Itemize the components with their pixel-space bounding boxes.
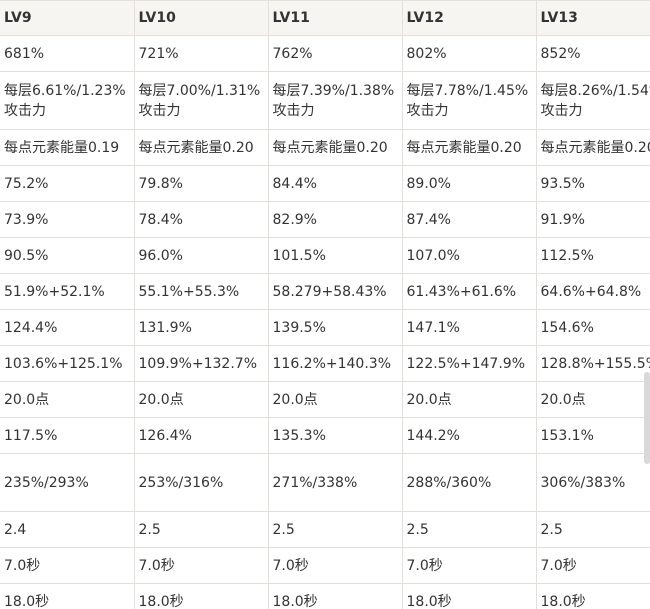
table-cell: 139.5% xyxy=(267,309,403,346)
table-cell: 18.0秒 xyxy=(0,583,135,609)
table-row: 124.4% 131.9% 139.5% 147.1% 154.6% xyxy=(0,309,650,346)
table-cell: 每层7.00%/1.31%攻击力 xyxy=(133,71,269,130)
table-cell: 2.5 xyxy=(267,511,403,548)
table-row: 103.6%+125.1% 109.9%+132.7% 116.2%+140.3% 1… xyxy=(0,345,650,382)
table-cell: 721% xyxy=(133,35,269,72)
table-row: 18.0秒 18.0秒 18.0秒 18.0秒 18.0秒 xyxy=(0,583,650,609)
header-lv10: LV10 xyxy=(133,0,269,36)
table-row: 681% 721% 762% 802% 852% xyxy=(0,35,650,72)
table-cell: 762% xyxy=(267,35,403,72)
table-cell: 271%/338% xyxy=(267,453,403,512)
table-cell: 18.0秒 xyxy=(401,583,537,609)
table-cell: 107.0% xyxy=(401,237,537,274)
header-lv12: LV12 xyxy=(401,0,537,36)
table-cell: 18.0秒 xyxy=(535,583,650,609)
scrollbar-thumb[interactable] xyxy=(644,372,650,464)
table-cell: 每层7.78%/1.45%攻击力 xyxy=(401,71,537,130)
table-cell: 116.2%+140.3% xyxy=(267,345,403,382)
table-cell: 153.1% xyxy=(535,417,650,454)
table-cell: 每层7.39%/1.38%攻击力 xyxy=(267,71,403,130)
table-cell: 7.0秒 xyxy=(401,547,537,584)
table-cell: 681% xyxy=(0,35,135,72)
header-row: LV9 LV10 LV11 LV12 LV13 xyxy=(0,0,650,36)
table-cell: 20.0点 xyxy=(401,381,537,418)
table-cell: 每点元素能量0.20 xyxy=(267,129,403,166)
table-cell: 2.5 xyxy=(535,511,650,548)
table-cell: 306%/383% xyxy=(535,453,650,512)
table-row: 20.0点 20.0点 20.0点 20.0点 20.0点 xyxy=(0,381,650,418)
table-cell: 每层6.61%/1.23%攻击力 xyxy=(0,71,135,130)
table-cell: 7.0秒 xyxy=(267,547,403,584)
table-cell: 20.0点 xyxy=(267,381,403,418)
table-cell: 101.5% xyxy=(267,237,403,274)
table-cell: 78.4% xyxy=(133,201,269,238)
table-cell: 147.1% xyxy=(401,309,537,346)
table-cell: 128.8%+155.5% xyxy=(535,345,650,382)
table-cell: 每层8.26%/1.54%攻击力 xyxy=(535,71,650,130)
table-row: 73.9% 78.4% 82.9% 87.4% 91.9% xyxy=(0,201,650,238)
table-cell: 73.9% xyxy=(0,201,135,238)
table-cell: 109.9%+132.7% xyxy=(133,345,269,382)
table-cell: 75.2% xyxy=(0,165,135,202)
header-lv9: LV9 xyxy=(0,0,135,36)
table-cell: 117.5% xyxy=(0,417,135,454)
table-cell: 7.0秒 xyxy=(535,547,650,584)
table-cell: 126.4% xyxy=(133,417,269,454)
table-row: 每点元素能量0.19 每点元素能量0.20 每点元素能量0.20 每点元素能量0.20… xyxy=(0,129,650,166)
table-cell: 7.0秒 xyxy=(0,547,135,584)
table-cell: 18.0秒 xyxy=(133,583,269,609)
table-cell: 253%/316% xyxy=(133,453,269,512)
table-cell: 每点元素能量0.19 xyxy=(0,129,135,166)
table-row: 117.5% 126.4% 135.3% 144.2% 153.1% xyxy=(0,417,650,454)
table-cell: 55.1%+55.3% xyxy=(133,273,269,310)
table-cell: 2.4 xyxy=(0,511,135,548)
table-cell: 154.6% xyxy=(535,309,650,346)
table-cell: 103.6%+125.1% xyxy=(0,345,135,382)
table-row: 2.4 2.5 2.5 2.5 2.5 xyxy=(0,511,650,548)
table-cell: 112.5% xyxy=(535,237,650,274)
table-cell: 20.0点 xyxy=(133,381,269,418)
header-lv11: LV11 xyxy=(267,0,403,36)
table-cell: 每点元素能量0.20 xyxy=(133,129,269,166)
table-cell: 122.5%+147.9% xyxy=(401,345,537,382)
table-cell: 每点元素能量0.20 xyxy=(535,129,650,166)
table-cell: 288%/360% xyxy=(401,453,537,512)
table-cell: 96.0% xyxy=(133,237,269,274)
table-row: 51.9%+52.1% 55.1%+55.3% 58.279+58.43% 61.43… xyxy=(0,273,650,310)
table-cell: 89.0% xyxy=(401,165,537,202)
table-row: 90.5% 96.0% 101.5% 107.0% 112.5% xyxy=(0,237,650,274)
table-cell: 91.9% xyxy=(535,201,650,238)
table-cell: 87.4% xyxy=(401,201,537,238)
table-cell: 93.5% xyxy=(535,165,650,202)
table-cell: 58.279+58.43% xyxy=(267,273,403,310)
table-cell: 18.0秒 xyxy=(267,583,403,609)
table-cell: 每点元素能量0.20 xyxy=(401,129,537,166)
table-cell: 51.9%+52.1% xyxy=(0,273,135,310)
table-cell: 144.2% xyxy=(401,417,537,454)
table-cell: 84.4% xyxy=(267,165,403,202)
table-cell: 802% xyxy=(401,35,537,72)
table-cell: 20.0点 xyxy=(535,381,650,418)
header-lv13: LV13 xyxy=(535,0,650,36)
table-row: 235%/293% 253%/316% 271%/338% 288%/360% 306%… xyxy=(0,453,650,512)
table-row: 7.0秒 7.0秒 7.0秒 7.0秒 7.0秒 xyxy=(0,547,650,584)
table-row: 75.2% 79.8% 84.4% 89.0% 93.5% xyxy=(0,165,650,202)
table-cell: 2.5 xyxy=(133,511,269,548)
table-cell: 61.43%+61.6% xyxy=(401,273,537,310)
table-cell: 2.5 xyxy=(401,511,537,548)
table-cell: 7.0秒 xyxy=(133,547,269,584)
table-cell: 20.0点 xyxy=(0,381,135,418)
table-cell: 82.9% xyxy=(267,201,403,238)
table-cell: 135.3% xyxy=(267,417,403,454)
table-cell: 90.5% xyxy=(0,237,135,274)
table-cell: 852% xyxy=(535,35,650,72)
table-row: 每层6.61%/1.23%攻击力 每层7.00%/1.31%攻击力 每层7.39%/… xyxy=(0,71,650,130)
table-cell: 64.6%+64.8% xyxy=(535,273,650,310)
table-cell: 124.4% xyxy=(0,309,135,346)
table-cell: 79.8% xyxy=(133,165,269,202)
table-cell: 131.9% xyxy=(133,309,269,346)
table-cell: 235%/293% xyxy=(0,453,135,512)
